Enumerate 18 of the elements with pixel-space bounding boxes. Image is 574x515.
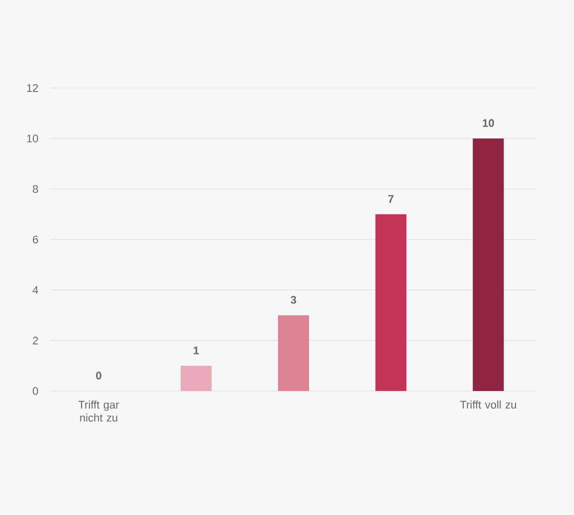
y-tick-label: 10 [27, 134, 38, 142]
y-tick-label: 0 [32, 387, 38, 395]
y-tick-label: 2 [32, 336, 38, 344]
bar [472, 138, 504, 391]
y-tick-label: 6 [32, 236, 38, 244]
y-tick-label: 4 [32, 286, 38, 294]
x-tick-label: Trifft gar nicht zu [78, 400, 119, 422]
data-label: 3 [290, 296, 296, 304]
data-label: 7 [388, 195, 394, 203]
y-tick-label: 8 [32, 185, 38, 193]
y-tick-label: 12 [27, 84, 38, 92]
data-label: 1 [194, 346, 199, 354]
x-tick-label: Trifft voll zu [460, 400, 516, 409]
data-label: 10 [482, 119, 494, 127]
data-label: 0 [96, 372, 102, 380]
bar [278, 315, 310, 391]
bar [180, 366, 212, 391]
bar [375, 214, 406, 391]
